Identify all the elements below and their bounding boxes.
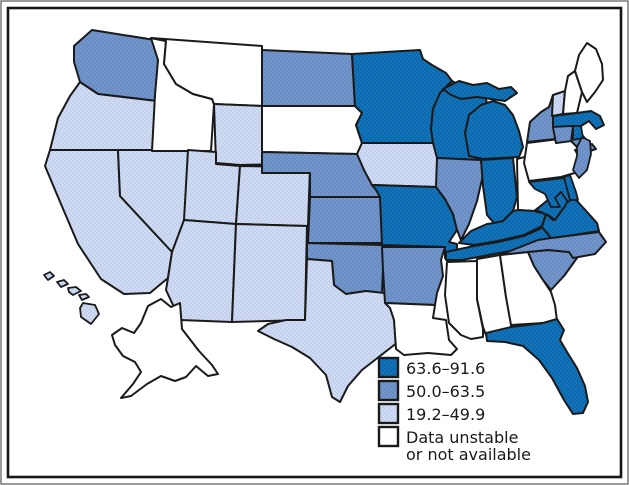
- state-HI: [43, 271, 100, 325]
- state-KS: [307, 196, 385, 244]
- state-IA: [356, 142, 447, 188]
- state-NM: [231, 223, 308, 323]
- legend-swatch-high: [377, 356, 400, 379]
- legend-label-none-line1: Data unstable: [406, 428, 518, 447]
- state-FL: [485, 318, 589, 415]
- legend-label-high: 63.6–91.6: [406, 359, 485, 378]
- legend-swatch-mid: [377, 379, 400, 402]
- legend-swatch-low: [377, 402, 400, 425]
- state-DE: [563, 174, 579, 201]
- state-NJ: [572, 136, 592, 179]
- legend: 63.6–91.6 50.0–63.5 19.2–49.9 Data unsta…: [377, 356, 531, 464]
- legend-label-low: 19.2–49.9: [406, 405, 485, 424]
- state-TX: [257, 258, 399, 403]
- state-NC: [499, 231, 607, 259]
- legend-label-mid: 50.0–63.5: [406, 382, 485, 401]
- state-ME: [574, 42, 604, 103]
- states-group: [43, 29, 607, 415]
- state-CO: [235, 165, 311, 227]
- state-RI: [572, 125, 584, 141]
- state-SD: [261, 105, 363, 155]
- state-CT: [552, 125, 574, 144]
- state-LA: [384, 302, 458, 356]
- state-ND: [261, 49, 356, 107]
- figure-frame: [6, 6, 623, 479]
- state-AR: [381, 246, 446, 306]
- state-AK: [111, 298, 219, 399]
- legend-label-none-line2: or not available: [406, 445, 531, 464]
- legend-swatch-none: [377, 425, 400, 448]
